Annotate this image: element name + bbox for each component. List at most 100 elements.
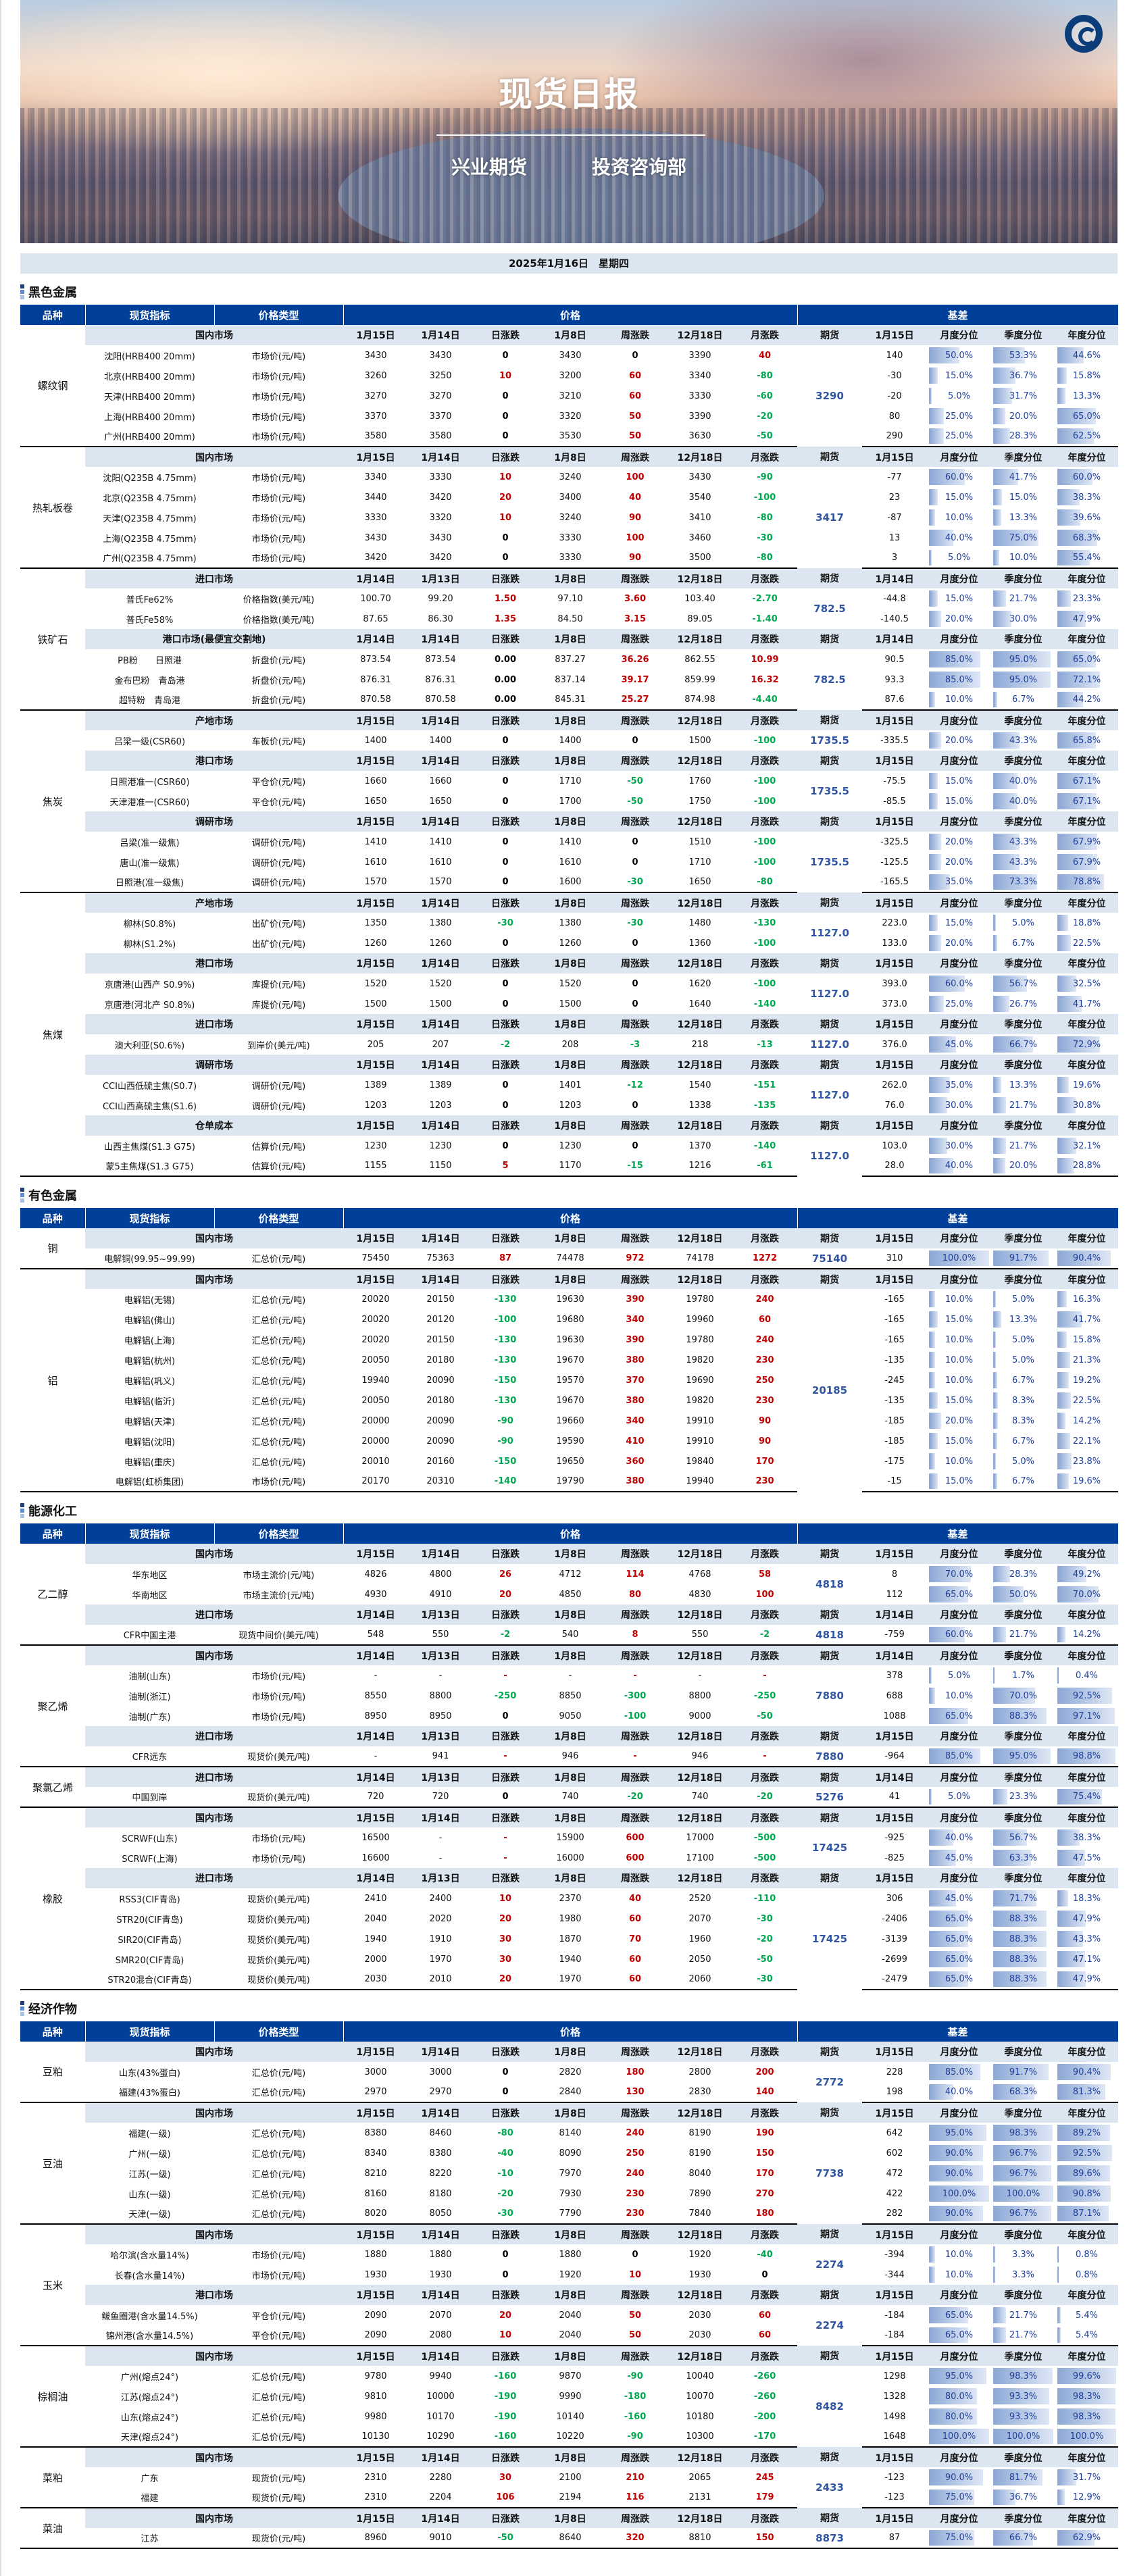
- month-change: -1.40: [752, 613, 778, 624]
- yearly-percentile: 23.3%: [1055, 588, 1118, 609]
- futures-col: 期货: [797, 2042, 863, 2062]
- yearly-percentile-value: 18.8%: [1072, 917, 1101, 928]
- price-week-ago: 8850: [559, 1690, 582, 1701]
- month-change-col: 月涨跌: [732, 710, 798, 730]
- price-month-ago: 2830: [668, 2082, 732, 2103]
- header-variety: 品种: [20, 2021, 86, 2042]
- yearly-percentile-bar: [1057, 1138, 1076, 1154]
- monthly-percentile-bar: [929, 1688, 935, 1704]
- date-col: 12月18日: [668, 1807, 732, 1827]
- week-change: -300: [624, 1690, 647, 1701]
- price-type: 市场价(元/吨): [251, 1854, 306, 1865]
- date-col: 1月14日: [343, 629, 408, 649]
- date-col: 1月14日: [408, 629, 473, 649]
- basis-value: -77: [887, 472, 902, 482]
- monthly-percentile-bar: [929, 1138, 947, 1154]
- week-change-col: 周涨跌: [603, 1767, 668, 1787]
- quarterly-percentile-bar: [993, 2064, 1049, 2080]
- monthly-percentile: 40.0%: [927, 1827, 991, 1848]
- price-week-ago: 1600: [538, 872, 603, 893]
- price-type: 汇总价(元/吨): [251, 2129, 306, 2140]
- week-change: 100: [626, 472, 645, 482]
- quarterly-percentile-value: 96.7%: [1009, 2208, 1038, 2219]
- day-change-col: 日涨跌: [473, 1055, 538, 1075]
- price-week-ago: 8090: [559, 2148, 582, 2158]
- yearly-percentile: 72.9%: [1055, 1034, 1118, 1055]
- monthly-pct-col: 月度分位: [927, 1014, 992, 1034]
- price-current: 1610: [364, 857, 387, 867]
- quarterly-percentile-value: 91.7%: [1009, 1253, 1038, 1263]
- day-change: 10: [499, 370, 512, 381]
- monthly-percentile-value: 10.0%: [945, 1690, 974, 1701]
- basis-date-col: 1月15日: [862, 892, 928, 913]
- price-previous: 20160: [426, 1456, 455, 1467]
- price-type: 调研价(元/吨): [251, 1101, 306, 1112]
- subheader-row: 铜国内市场 1月15日 1月14日 日涨跌 1月8日 周涨跌 12月18日 月涨跌 期货 1月15…: [20, 1228, 1119, 1269]
- date-col: 1月15日: [343, 1544, 408, 1564]
- basis-value: -87: [887, 512, 902, 523]
- quarterly-percentile: 6.7%: [991, 1431, 1055, 1451]
- price-type: 汇总价(元/吨): [251, 1295, 306, 1306]
- price-week-ago: 4850: [559, 1589, 582, 1600]
- yearly-percentile-value: 15.8%: [1072, 370, 1101, 381]
- monthly-percentile-bar: [929, 976, 965, 992]
- monthly-percentile: 65.0%: [927, 1706, 991, 1726]
- price-table: 品种 现货指标 价格类型 价格 基差 豆粕 国内市场 1月15日 1月14日 日涨跌 1月8日 周涨跌…: [20, 2021, 1119, 2549]
- yearly-percentile-value: 16.3%: [1072, 1294, 1101, 1305]
- department-name: 投资咨询部: [592, 156, 687, 178]
- monthly-percentile: 10.0%: [927, 1370, 991, 1390]
- price-type: 汇总价(元/吨): [214, 1248, 343, 1269]
- spot-indicator: 广州(HRB400 20mm): [85, 426, 214, 447]
- price-type: 调研价(元/吨): [251, 838, 306, 849]
- day-change-col: 日涨跌: [473, 2224, 538, 2244]
- yearly-percentile-bar: [1057, 1352, 1070, 1368]
- month-change-col: 月涨跌: [732, 1726, 798, 1746]
- monthly-pct-col: 月度分位: [927, 2285, 992, 2305]
- quarterly-percentile-value: 96.7%: [1009, 2168, 1038, 2179]
- yearly-percentile-bar: [1057, 1951, 1085, 1967]
- price-type: 汇总价(元/吨): [251, 2068, 306, 2079]
- price-current: 8960: [343, 2528, 408, 2549]
- price-previous: 20180: [426, 1395, 455, 1406]
- yearly-percentile: 22.5%: [1055, 933, 1118, 953]
- spot-indicator: 蒙5主焦煤(S1.3 G75): [85, 1156, 214, 1177]
- quarterly-percentile-value: 43.3%: [1009, 735, 1038, 746]
- header-basis: 基差: [797, 1523, 1119, 1544]
- table-row: 电解铝(巩义) 汇总价(元/吨) 19940 20090 -150 19570 370 196…: [20, 1370, 1118, 1390]
- month-change: -20: [757, 1934, 773, 1944]
- month-change: -100: [753, 836, 776, 847]
- yearly-percentile: 0.8%: [1055, 2244, 1118, 2265]
- quarterly-percentile-bar: [993, 732, 1020, 749]
- basis-value: 1088: [883, 1711, 906, 1721]
- monthly-percentile-bar: [929, 915, 938, 931]
- monthly-percentile-value: 85.0%: [945, 654, 974, 665]
- monthly-percentile-bar: [929, 1251, 990, 1266]
- price-month-ago: 1710: [688, 857, 711, 867]
- yearly-pct-col: 年度分位: [1055, 892, 1119, 913]
- yearly-percentile: 49.2%: [1055, 1564, 1118, 1584]
- basis-value: -184: [884, 2310, 905, 2321]
- quarterly-percentile-bar: [993, 1850, 1032, 1866]
- month-change-col: 月涨跌: [732, 1868, 798, 1888]
- spot-indicator: 广州(一级): [128, 2149, 171, 2160]
- price-week-ago: 2194: [538, 2487, 603, 2508]
- yearly-percentile-bar: [1057, 2307, 1061, 2323]
- day-change: -130: [494, 1294, 517, 1305]
- day-change-col: 日涨跌: [473, 953, 538, 974]
- price-week-ago: 19680: [556, 1314, 584, 1325]
- futures-price: 5276: [797, 1787, 863, 1808]
- futures-col: 期货: [797, 1014, 863, 1034]
- market-label: 港口市场: [85, 2285, 343, 2305]
- basis-value: -2699: [882, 1954, 907, 1965]
- price-week-ago: 2820: [559, 2067, 582, 2077]
- monthly-percentile: 15.0%: [927, 588, 991, 609]
- spot-indicator: 电解铝(虹桥集团): [85, 1471, 214, 1492]
- quarterly-percentile: 13.3%: [991, 1075, 1055, 1095]
- basis-value: 140: [886, 350, 903, 361]
- week-change: 60: [628, 1913, 642, 1924]
- date-col: 1月13日: [408, 1605, 473, 1625]
- table-row: 广州(HRB400 20mm) 市场价(元/吨) 3580 3580 0 3530 50 36…: [20, 426, 1119, 447]
- basis-value: 87: [862, 2528, 928, 2549]
- week-change: -100: [624, 1711, 647, 1721]
- date-col: 1月14日: [408, 1807, 473, 1827]
